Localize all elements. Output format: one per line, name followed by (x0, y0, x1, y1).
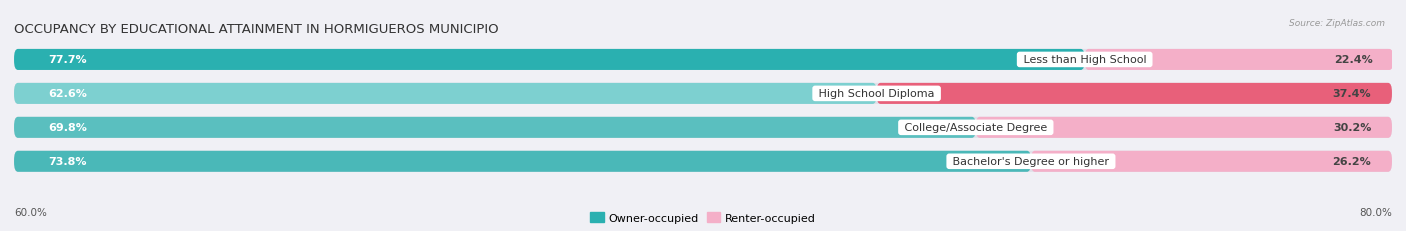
Text: Source: ZipAtlas.com: Source: ZipAtlas.com (1289, 18, 1385, 27)
FancyBboxPatch shape (14, 117, 976, 138)
FancyBboxPatch shape (14, 151, 1392, 172)
Text: 30.2%: 30.2% (1333, 123, 1371, 133)
FancyBboxPatch shape (14, 50, 1084, 71)
FancyBboxPatch shape (14, 83, 1392, 104)
Text: 26.2%: 26.2% (1333, 157, 1371, 167)
Text: 69.8%: 69.8% (48, 123, 87, 133)
Text: High School Diploma: High School Diploma (815, 89, 938, 99)
Text: 62.6%: 62.6% (48, 89, 87, 99)
Text: 60.0%: 60.0% (14, 207, 46, 217)
FancyBboxPatch shape (14, 117, 1392, 138)
Text: 73.8%: 73.8% (48, 157, 87, 167)
FancyBboxPatch shape (14, 83, 876, 104)
Text: College/Associate Degree: College/Associate Degree (901, 123, 1050, 133)
FancyBboxPatch shape (976, 117, 1392, 138)
Text: 77.7%: 77.7% (48, 55, 87, 65)
Text: Bachelor's Degree or higher: Bachelor's Degree or higher (949, 157, 1112, 167)
FancyBboxPatch shape (876, 83, 1392, 104)
Text: 37.4%: 37.4% (1333, 89, 1371, 99)
Text: 80.0%: 80.0% (1360, 207, 1392, 217)
Text: 22.4%: 22.4% (1334, 55, 1372, 65)
FancyBboxPatch shape (1084, 50, 1393, 71)
FancyBboxPatch shape (14, 151, 1031, 172)
FancyBboxPatch shape (14, 50, 1392, 71)
Text: OCCUPANCY BY EDUCATIONAL ATTAINMENT IN HORMIGUEROS MUNICIPIO: OCCUPANCY BY EDUCATIONAL ATTAINMENT IN H… (14, 23, 499, 36)
FancyBboxPatch shape (1031, 151, 1392, 172)
Legend: Owner-occupied, Renter-occupied: Owner-occupied, Renter-occupied (586, 208, 820, 227)
Text: Less than High School: Less than High School (1019, 55, 1150, 65)
